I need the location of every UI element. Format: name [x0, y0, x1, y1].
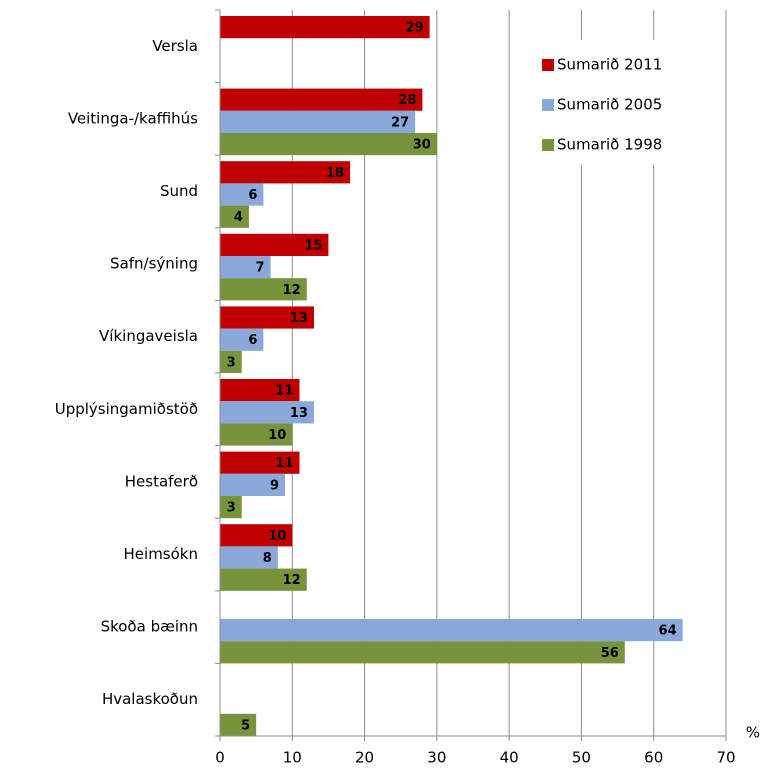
x-tick-label: 50 [572, 749, 591, 767]
bar [220, 496, 242, 519]
y-tick-label: Hvalaskoðun [102, 690, 198, 708]
x-tick-label: 0 [215, 749, 225, 767]
bar [220, 524, 293, 547]
bar-value-label: 10 [268, 428, 286, 443]
y-tick-label: Skoða bæinn [101, 618, 198, 636]
bar-value-label: 4 [234, 210, 243, 225]
bar-value-label: 13 [290, 311, 308, 326]
bar-value-label: 28 [398, 93, 416, 108]
y-tick-label: Veitinga-/kaffihús [68, 109, 198, 127]
bar [220, 401, 314, 424]
y-tick-label: Sund [160, 182, 198, 200]
bar [220, 713, 257, 736]
bar [220, 423, 293, 446]
bar [220, 16, 430, 39]
bar [220, 451, 300, 474]
bar [220, 328, 264, 351]
x-tick-label: 20 [355, 749, 374, 767]
bar-value-label: 30 [413, 138, 431, 153]
bar-value-label: 7 [256, 261, 265, 276]
bar [220, 641, 625, 664]
bar-value-label: 56 [601, 646, 619, 661]
x-axis-label: % [746, 724, 760, 742]
bar-value-label: 64 [659, 624, 677, 639]
y-tick-label: Víkingaveisla [99, 327, 198, 345]
bar-value-label: 18 [326, 166, 344, 181]
legend-label: Sumarið 1998 [557, 136, 662, 154]
x-tick-label: 30 [427, 749, 446, 767]
bar-value-label: 8 [263, 551, 272, 566]
y-tick-label: Heimsókn [124, 545, 198, 563]
x-tick-label: 60 [644, 749, 663, 767]
legend-swatch [542, 139, 554, 151]
y-tick-label: Upplýsingamiðstöð [55, 400, 198, 418]
x-tick-label: 40 [500, 749, 519, 767]
bar [220, 205, 249, 228]
bar [220, 278, 307, 301]
y-tick-label: Hestaferð [125, 472, 198, 490]
bar [220, 306, 314, 329]
bar-value-label: 6 [248, 333, 257, 348]
legend-background [525, 40, 700, 165]
bar [220, 256, 271, 279]
bar-value-label: 3 [227, 355, 236, 370]
legend-label: Sumarið 2011 [557, 56, 662, 74]
x-tick-label: 10 [283, 749, 302, 767]
bar [220, 88, 423, 111]
bar-value-label: 3 [227, 501, 236, 516]
bar-value-label: 13 [290, 406, 308, 421]
bar-value-label: 11 [275, 456, 293, 471]
bar-value-label: 11 [275, 384, 293, 399]
bar [220, 568, 307, 591]
bar-value-label: 5 [241, 718, 250, 733]
bar [220, 473, 286, 496]
bar [220, 379, 300, 402]
legend-swatch [542, 99, 554, 111]
bar-value-label: 6 [248, 188, 257, 203]
bar-value-label: 12 [283, 573, 301, 588]
legend-swatch [542, 59, 554, 71]
legend-label: Sumarið 2005 [557, 96, 662, 114]
bar [220, 350, 242, 373]
y-tick-label: Versla [152, 37, 198, 55]
bar-value-label: 29 [406, 21, 424, 36]
bar [220, 233, 329, 256]
bar [220, 619, 683, 642]
bar [220, 110, 416, 133]
bar [220, 161, 351, 184]
bar-value-label: 15 [304, 238, 322, 253]
bar-value-label: 27 [391, 115, 409, 130]
x-tick-label: 70 [716, 749, 735, 767]
bar [220, 133, 437, 156]
bar [220, 546, 278, 569]
y-tick-label: Safn/sýning [110, 255, 198, 273]
bar-value-label: 9 [270, 478, 279, 493]
bar-value-label: 10 [268, 529, 286, 544]
bar-value-label: 12 [283, 283, 301, 298]
bar [220, 183, 264, 206]
